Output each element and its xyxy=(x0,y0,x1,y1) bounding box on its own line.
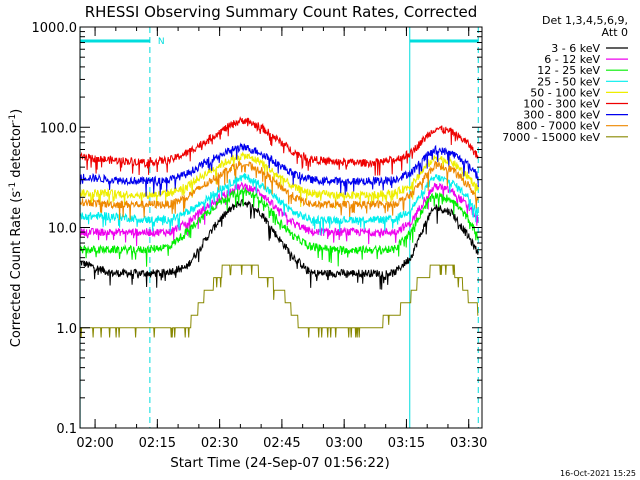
legend-label: 7000 - 15000 keV xyxy=(502,131,600,144)
series-line-8 xyxy=(79,160,479,220)
x-tick-label: 02:00 xyxy=(76,436,113,451)
x-tick-label: 02:45 xyxy=(263,436,300,451)
x-tick-label: 02:30 xyxy=(201,436,238,451)
x-tick-label: 03:15 xyxy=(388,436,425,451)
y-axis-label-part: detector xyxy=(9,122,24,182)
legend-header: Att 0 xyxy=(602,26,628,39)
legend-label: 100 - 300 keV xyxy=(523,98,600,111)
y-tick-label: 10.0 xyxy=(48,222,77,237)
legend-label: 12 - 25 keV xyxy=(537,64,600,77)
series-line-6 xyxy=(79,116,479,176)
legend-label: 50 - 100 keV xyxy=(530,86,600,99)
x-axis-label: Start Time (24-Sep-07 01:56:22) xyxy=(170,455,390,471)
axes-layer: 1000.0 100.0 10.0 1.0 0.102:00 02:15 02:30 02:4… xyxy=(32,21,488,451)
y-tick-label: 100.0 xyxy=(40,121,77,136)
series-line-3 xyxy=(79,186,479,267)
series-line-4 xyxy=(79,173,479,236)
legend-label: 3 - 6 keV xyxy=(551,42,600,55)
x-tick-label: 03:00 xyxy=(325,436,362,451)
series-layer xyxy=(79,116,479,338)
y-axis-label-superscript: -1 xyxy=(8,182,18,191)
chart-title: RHESSI Observing Summary Count Rates, Co… xyxy=(85,3,478,21)
x-tick-label: 03:30 xyxy=(450,436,487,451)
legend-label: 800 - 7000 keV xyxy=(516,120,600,133)
y-tick-label: 1.0 xyxy=(56,322,77,337)
x-tick-label: 02:15 xyxy=(139,436,176,451)
series-line-2 xyxy=(79,181,479,247)
legend-header: Det 1,3,4,5,6,9, xyxy=(542,14,628,27)
flag-label: N xyxy=(158,37,165,47)
footer-date: 16-Oct-2021 15:25 xyxy=(560,469,636,478)
y-tick-label: 1000.0 xyxy=(32,21,78,36)
legend-label: 300 - 800 keV xyxy=(523,109,600,122)
legend-label: 6 - 12 keV xyxy=(544,53,600,66)
series-line-7 xyxy=(79,142,479,197)
series-line-1 xyxy=(79,198,479,290)
y-tick-label: 0.1 xyxy=(56,422,77,437)
series-line-9 xyxy=(80,264,479,338)
y-axis-label: Corrected Count Rate (s-1 detector-1) xyxy=(8,109,24,347)
plot-background xyxy=(80,27,482,428)
y-axis-label-superscript: -1 xyxy=(8,114,18,123)
y-axis-label-part: ) xyxy=(9,109,24,114)
legend-label: 25 - 50 keV xyxy=(537,75,600,88)
plot-area xyxy=(80,27,482,428)
y-axis-label-part: Corrected Count Rate (s xyxy=(9,191,24,348)
